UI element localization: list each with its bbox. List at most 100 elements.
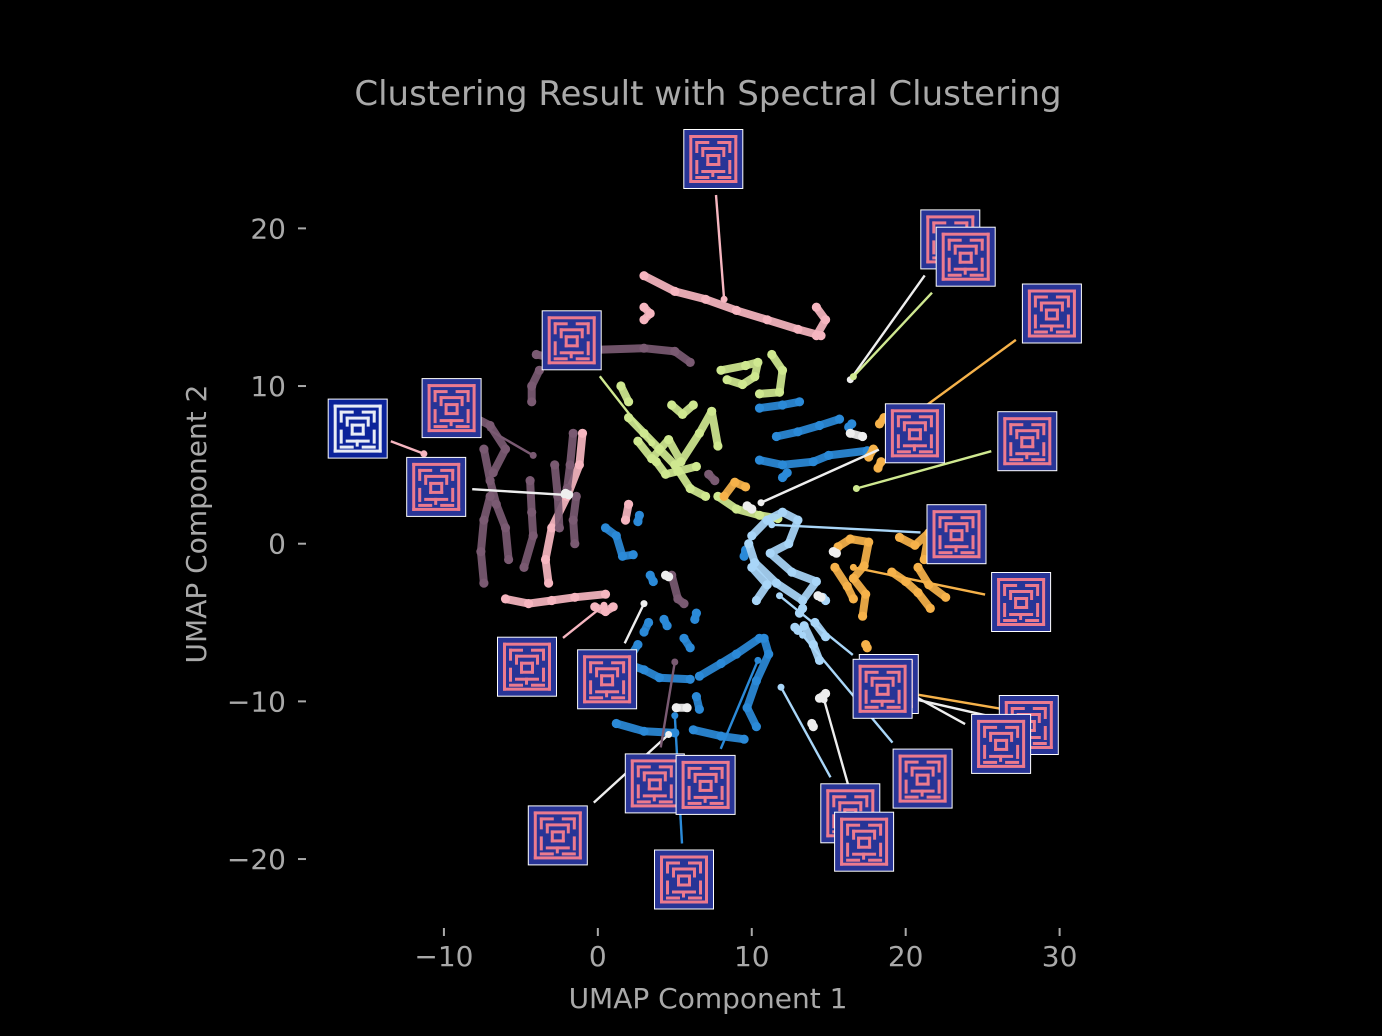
leader-line xyxy=(918,693,1005,711)
data-point xyxy=(742,703,752,713)
data-point xyxy=(694,428,705,438)
data-point xyxy=(648,576,658,587)
data-point xyxy=(500,523,511,533)
thumbnail-image xyxy=(328,399,387,458)
data-point xyxy=(787,567,797,577)
leader-line xyxy=(659,661,676,748)
data-point xyxy=(744,539,754,549)
data-point xyxy=(858,431,868,442)
maze-thumbnail xyxy=(926,504,987,565)
data-point xyxy=(690,614,700,625)
data-point xyxy=(808,722,818,732)
data-point xyxy=(798,595,808,606)
data-point xyxy=(793,515,803,525)
data-point xyxy=(565,460,575,470)
maze-thumbnail xyxy=(406,456,467,517)
leader-line xyxy=(853,566,986,596)
leader-line xyxy=(779,686,832,778)
maze-thumbnail xyxy=(497,636,557,697)
maze-thumbnail xyxy=(991,572,1052,632)
data-point xyxy=(664,435,674,445)
leader-line xyxy=(714,194,726,300)
y-axis-ticks: −20 −10 0 10 20 xyxy=(227,212,306,876)
y-tick-label: −20 xyxy=(227,843,286,876)
data-point xyxy=(628,550,638,560)
data-point xyxy=(664,572,674,582)
data-point xyxy=(811,576,822,587)
thumbnail-image xyxy=(893,749,952,808)
data-point xyxy=(811,302,822,312)
data-point xyxy=(858,611,868,621)
thumbnail-image xyxy=(407,457,466,516)
data-point xyxy=(719,491,729,501)
data-point xyxy=(751,722,762,732)
data-point xyxy=(676,457,686,467)
data-point xyxy=(524,599,534,609)
data-point xyxy=(777,400,788,410)
data-point xyxy=(479,515,489,525)
data-point xyxy=(808,457,818,467)
data-point xyxy=(547,523,557,533)
leader-point xyxy=(799,631,807,639)
data-point xyxy=(611,718,621,729)
data-point xyxy=(500,594,511,604)
data-point xyxy=(694,671,705,681)
data-point xyxy=(750,372,760,382)
chart-title: Clustering Result with Spectral Clusteri… xyxy=(354,74,1061,114)
data-point xyxy=(544,578,554,588)
data-point xyxy=(707,406,717,416)
data-point xyxy=(861,589,871,599)
leader-point xyxy=(776,592,783,600)
data-point xyxy=(751,595,762,606)
cluster-pink xyxy=(500,271,831,617)
x-tick-label: 20 xyxy=(888,940,924,973)
x-axis-label: UMAP Component 1 xyxy=(569,982,848,1015)
data-point xyxy=(479,578,489,588)
data-point xyxy=(616,381,626,391)
thumbnail-image xyxy=(992,573,1051,631)
data-point xyxy=(685,674,695,684)
y-axis-label: UMAP Component 2 xyxy=(180,385,213,664)
leader-line xyxy=(778,594,854,656)
data-point xyxy=(639,665,649,675)
data-point xyxy=(754,389,765,399)
thumbnail-image xyxy=(1022,284,1081,343)
data-point xyxy=(554,523,565,533)
thumbnail-image xyxy=(972,714,1031,773)
data-point xyxy=(639,315,649,325)
data-point xyxy=(633,436,643,446)
y-tick-label: 10 xyxy=(250,370,286,403)
data-point xyxy=(528,531,538,541)
data-point xyxy=(777,365,788,375)
data-point xyxy=(762,580,772,590)
data-point xyxy=(713,441,723,451)
maze-thumbnail xyxy=(884,403,945,464)
data-point xyxy=(824,450,834,460)
leader-point xyxy=(671,658,679,666)
data-point xyxy=(737,379,748,390)
data-point xyxy=(848,573,859,584)
data-point xyxy=(608,602,618,612)
thumbnail-image xyxy=(655,850,713,909)
data-point xyxy=(767,349,777,360)
data-point xyxy=(590,602,600,612)
maze-thumbnail xyxy=(1021,283,1082,344)
data-point xyxy=(644,617,654,628)
leader-line xyxy=(801,634,894,744)
cluster-white xyxy=(560,428,868,732)
data-point xyxy=(688,725,698,735)
leader-point xyxy=(665,731,673,738)
data-point xyxy=(771,578,782,588)
cluster-points xyxy=(470,271,951,744)
data-point xyxy=(617,551,628,561)
data-point xyxy=(731,305,742,315)
data-point xyxy=(645,308,655,319)
maze-thumbnail xyxy=(971,713,1032,774)
data-point xyxy=(777,507,788,517)
leader-point xyxy=(671,712,679,720)
data-point xyxy=(679,633,689,643)
data-point xyxy=(831,548,842,558)
data-point xyxy=(751,676,762,686)
leader-line xyxy=(390,440,425,455)
leader-point xyxy=(757,499,765,507)
